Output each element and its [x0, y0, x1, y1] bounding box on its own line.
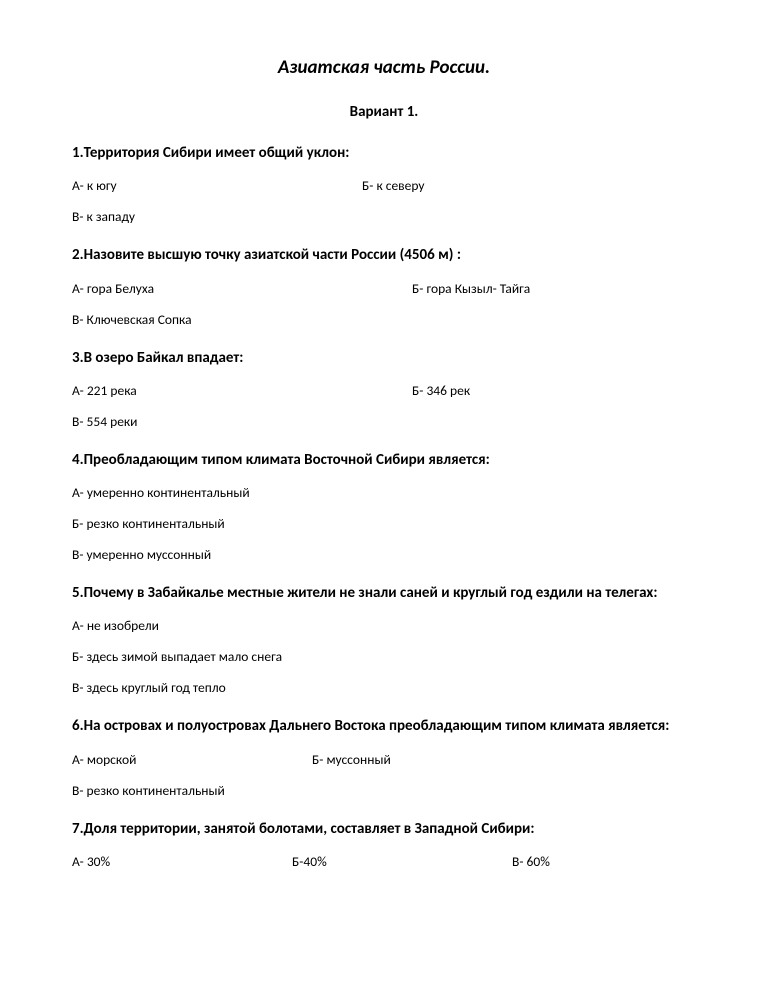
- option-q2-b: Б- гора Кызыл- Тайга: [412, 280, 530, 297]
- option-q1-v: В- к западу: [72, 208, 135, 225]
- option-q6-v: В- резко континентальный: [72, 782, 225, 799]
- variant-label: Вариант 1.: [72, 103, 696, 121]
- option-q5-v: В- здесь круглый год тепло: [72, 679, 696, 696]
- option-q7-v: В- 60%: [512, 853, 550, 870]
- question-1: 1.Территория Сибири имеет общий уклон:: [72, 143, 696, 163]
- option-q2-v: В- Ключевская Сопка: [72, 311, 192, 328]
- question-2: 2.Назовите высшую точку азиатской части …: [72, 245, 696, 265]
- option-q3-a: А- 221 река: [72, 382, 412, 399]
- option-q1-b: Б- к северу: [362, 177, 424, 194]
- question-3: 3.В озеро Байкал впадает:: [72, 348, 696, 368]
- question-7: 7.Доля территории, занятой болотами, сос…: [72, 819, 696, 839]
- option-q4-v: В- умеренно муссонный: [72, 546, 696, 563]
- question-6: 6.На островах и полуостровах Дальнего Во…: [72, 716, 696, 736]
- question-6-options: А- морской Б- муссонный В- резко контине…: [72, 751, 696, 799]
- question-5-options: А- не изобрели Б- здесь зимой выпадает м…: [72, 617, 696, 696]
- option-q5-a: А- не изобрели: [72, 617, 696, 634]
- question-2-options: А- гора Белуха Б- гора Кызыл- Тайга В- К…: [72, 280, 696, 328]
- document-title: Азиатская часть России.: [72, 56, 696, 79]
- question-4-options: А- умеренно континентальный Б- резко кон…: [72, 484, 696, 563]
- question-3-options: А- 221 река Б- 346 рек В- 554 реки: [72, 382, 696, 430]
- question-4: 4.Преобладающим типом климата Восточной …: [72, 450, 696, 470]
- option-q6-a: А- морской: [72, 751, 312, 768]
- question-7-options: А- 30% Б-40% В- 60%: [72, 853, 696, 870]
- question-1-options: А- к югу Б- к северу В- к западу: [72, 177, 696, 225]
- option-q2-a: А- гора Белуха: [72, 280, 412, 297]
- option-q4-a: А- умеренно континентальный: [72, 484, 696, 501]
- option-q3-v: В- 554 реки: [72, 413, 137, 430]
- option-q1-a: А- к югу: [72, 177, 362, 194]
- option-q4-b: Б- резко континентальный: [72, 515, 696, 532]
- option-q6-b: Б- муссонный: [312, 751, 391, 768]
- option-q3-b: Б- 346 рек: [412, 382, 470, 399]
- question-5: 5.Почему в Забайкалье местные жители не …: [72, 583, 696, 603]
- option-q7-a: А- 30%: [72, 853, 292, 870]
- option-q5-b: Б- здесь зимой выпадает мало снега: [72, 648, 696, 665]
- option-q7-b: Б-40%: [292, 853, 512, 870]
